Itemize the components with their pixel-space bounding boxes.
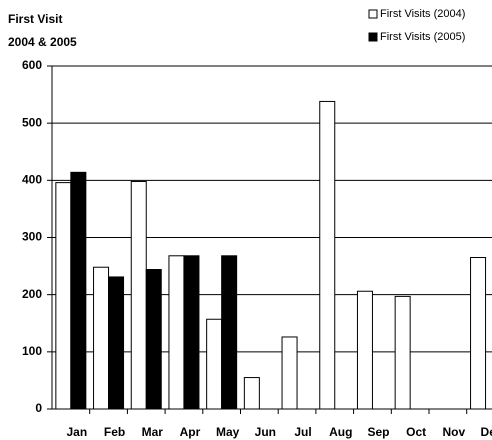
bar [281,336,298,410]
y-tick-label: 600 [22,58,42,72]
x-tick-label: Aug [329,425,352,439]
legend-swatch [368,32,378,42]
y-tick-label: 100 [22,344,42,358]
x-tick-label: Jul [294,425,311,439]
x-tick-label: Dec [481,425,492,439]
legend-label: First Visits (2005) [380,31,465,43]
chart-title: First Visit [8,12,62,26]
x-tick-label: Jun [255,425,276,439]
legend-swatch [368,9,378,19]
x-tick-label: Apr [180,425,201,439]
legend-label: First Visits (2004) [380,8,465,20]
bar [168,255,185,410]
bar [108,276,125,410]
bar [145,269,162,410]
bar [394,295,411,410]
bar [55,182,72,410]
x-tick-label: Oct [406,425,426,439]
bar [93,266,110,410]
x-tick-label: Mar [142,425,164,439]
bar [70,171,87,410]
y-tick-label: 0 [35,401,42,415]
y-tick-label: 400 [22,173,42,187]
chart-subtitle: 2004 & 2005 [8,35,77,49]
bar [130,180,147,410]
x-tick-label: Sep [367,425,389,439]
x-tick-label: Jan [67,425,88,439]
bar [470,257,487,410]
x-tick-label: May [216,425,240,439]
bar [243,377,260,410]
bar [319,100,336,410]
bar [356,290,373,410]
bar [221,255,238,410]
y-tick-label: 500 [22,115,42,129]
x-tick-label: Nov [443,425,466,439]
x-tick-label: Feb [104,425,125,439]
y-tick-label: 300 [22,230,42,244]
bar [206,318,223,410]
y-tick-label: 200 [22,287,42,301]
bar [183,255,200,410]
